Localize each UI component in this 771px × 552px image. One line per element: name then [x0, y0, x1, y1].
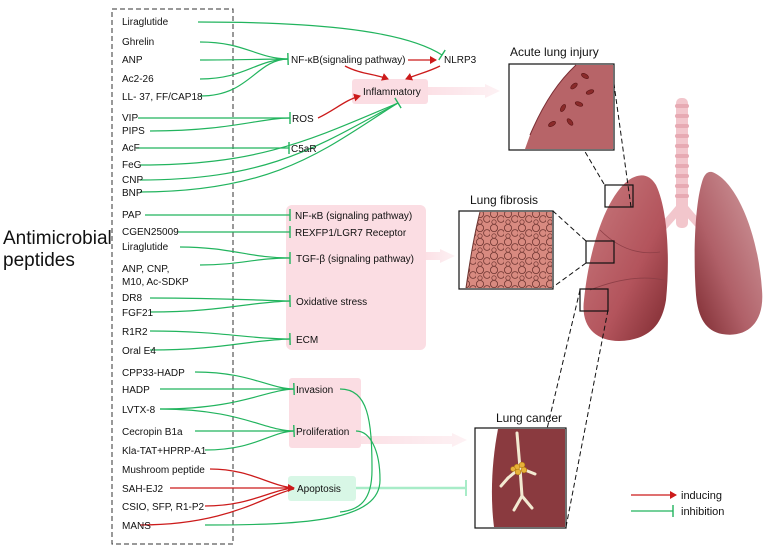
target-nlrp3: NLRP3: [444, 55, 477, 66]
peptide-dr8: DR8: [122, 293, 142, 304]
peptide-hadp: HADP: [122, 385, 150, 396]
lung-fibrosis-panel: [458, 210, 554, 290]
peptide-sah-ej2: SAH-EJ2: [122, 484, 164, 495]
flow-arrow-fibrosis: [426, 249, 455, 263]
cancer-targets-box: [289, 378, 361, 448]
peptide-liraglutide: Liraglutide: [122, 17, 169, 28]
peptide-bnp: BNP: [122, 188, 143, 199]
lung-cancer-panel: [474, 427, 567, 529]
acute-lung-injury-title: Acute lung injury: [510, 45, 599, 59]
peptide-mushroom: Mushroom peptide: [122, 465, 205, 476]
target-proliferation: Proliferation: [296, 427, 349, 438]
peptide-ac2-26: Ac2-26: [122, 74, 154, 85]
peptide-r1r2: R1R2: [122, 327, 148, 338]
acute-lung-injury-panel: [508, 63, 615, 151]
peptide-feg: FeG: [122, 160, 142, 171]
flow-arrow-cancer: [361, 433, 467, 447]
side-title-line1: Antimicrobial: [3, 228, 112, 249]
target-oxidative-stress: Oxidative stress: [296, 297, 367, 308]
right-lung: [694, 171, 763, 335]
target-inflammatory: Inflammatory: [363, 87, 421, 98]
target-ros: ROS: [292, 114, 314, 125]
cancer-marker: [579, 288, 609, 312]
inhibition-edges: [136, 21, 446, 526]
left-lung: [583, 175, 668, 341]
legend-inhibition-label: inhibition: [681, 506, 724, 518]
peptide-cpp33-hadp: CPP33-HADP: [122, 368, 185, 379]
target-apoptosis: Apoptosis: [297, 484, 341, 495]
peptide-fgf21: FGF21: [122, 308, 154, 319]
target-nfkb-2: NF-κB (signaling pathway): [295, 211, 412, 222]
fibrosis-marker: [585, 240, 615, 264]
inducing-edges: [139, 56, 441, 526]
peptide-acf: AcF: [122, 143, 140, 154]
legend-inducing-label: inducing: [681, 490, 722, 502]
target-invasion: Invasion: [296, 385, 333, 396]
peptide-cecropin-b1a: Cecropin B1a: [122, 427, 183, 438]
peptide-m10-ac-sdkp: M10, Ac-SDKP: [122, 277, 189, 288]
lung-fibrosis-title: Lung fibrosis: [470, 193, 538, 207]
side-title-line2: peptides: [3, 250, 75, 271]
peptide-pips: PIPS: [122, 126, 145, 137]
peptide-anp-cnp: ANP, CNP,: [122, 264, 169, 275]
peptide-anp: ANP: [122, 55, 143, 66]
peptide-cnp: CNP: [122, 175, 143, 186]
inflammatory-box: [352, 79, 428, 104]
target-c5ar: C5aR: [291, 144, 317, 155]
lung-cancer-title: Lung cancer: [496, 411, 562, 425]
peptide-list-frame: [111, 8, 234, 545]
peptide-lvtx-8: LVTX-8: [122, 405, 156, 416]
peptide-ll37: LL- 37, FF/CAP18: [122, 92, 203, 103]
zoom-connectors: [546, 83, 632, 528]
peptide-pap: PAP: [122, 210, 142, 221]
target-tgfb: TGF-β (signaling pathway): [296, 254, 414, 265]
peptide-vip: VIP: [122, 113, 138, 124]
target-labels: NF-κB(signaling pathway) NLRP3 Inflammat…: [291, 55, 477, 495]
flow-arrow-acute: [428, 84, 500, 98]
peptide-cgen25009: CGEN25009: [122, 227, 179, 238]
peptide-ghrelin: Ghrelin: [122, 37, 154, 48]
legend: inducing inhibition: [631, 490, 724, 518]
fibrosis-targets-box: [286, 205, 426, 350]
lungs-illustration: [579, 98, 763, 341]
acute-injury-marker: [604, 184, 634, 208]
apoptosis-box: [288, 476, 356, 501]
peptide-labels: Liraglutide Ghrelin ANP Ac2-26 LL- 37, F…: [122, 17, 207, 532]
target-nfkb: NF-κB(signaling pathway): [291, 55, 406, 66]
target-rexfp1: REXFP1/LGR7 Receptor: [295, 228, 407, 239]
target-ecm: ECM: [296, 335, 318, 346]
peptide-liraglutide-2: Liraglutide: [122, 242, 169, 253]
peptide-mans: MANS: [122, 521, 151, 532]
peptide-csio-sfp: CSIO, SFP, R1-P2: [122, 502, 205, 513]
peptide-oral-e4: Oral E4: [122, 346, 156, 357]
peptide-kla-tat: Kla-TAT+HPRP-A1: [122, 446, 207, 457]
